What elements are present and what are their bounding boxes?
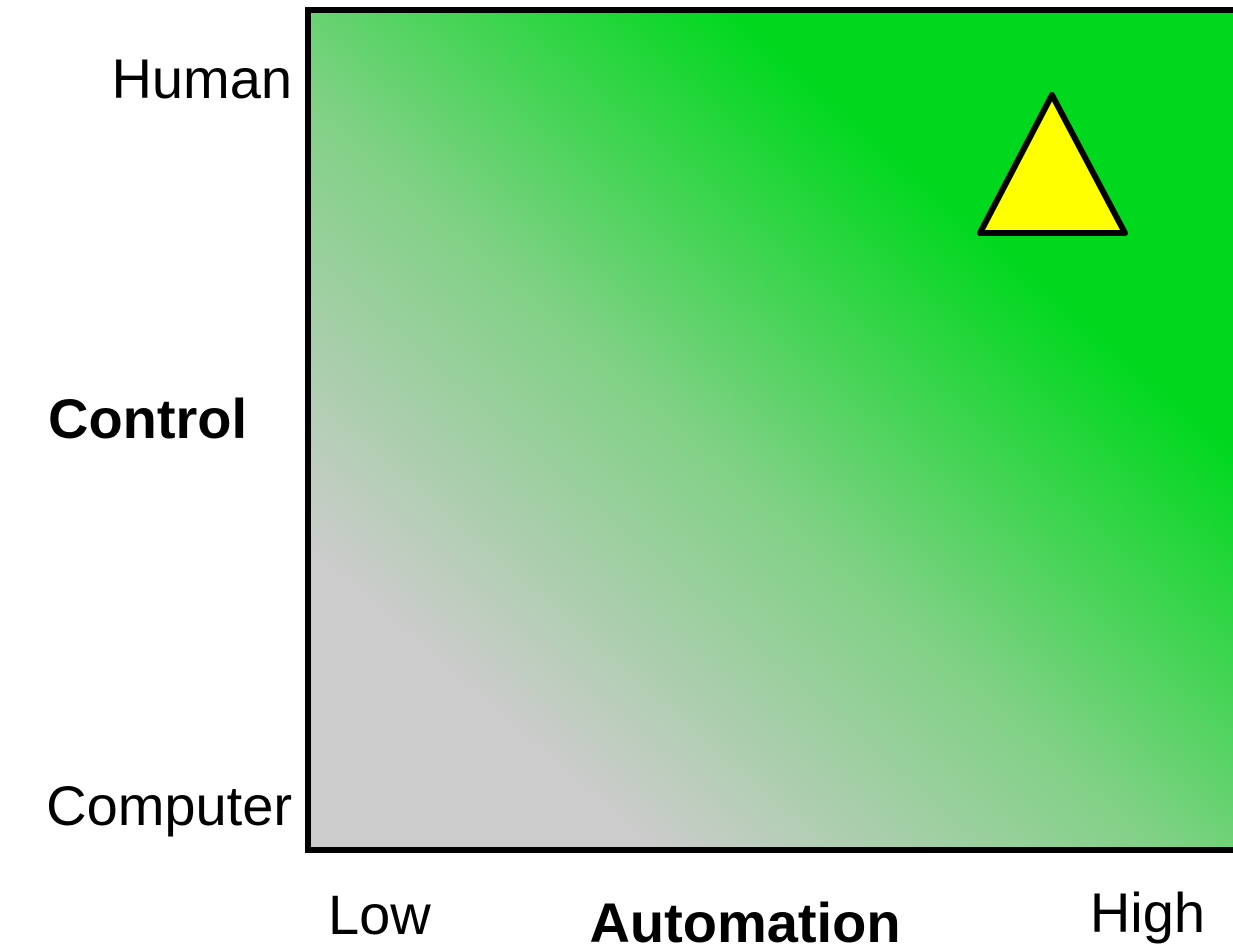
x-high-label: High bbox=[1090, 881, 1205, 944]
y-axis-title: Control bbox=[48, 387, 247, 450]
position-marker bbox=[977, 92, 1128, 236]
control-automation-field bbox=[305, 7, 1233, 853]
x-axis-title: Automation bbox=[589, 891, 900, 946]
y-top-label: Human bbox=[111, 47, 292, 110]
y-bottom-label: Computer bbox=[46, 774, 292, 837]
x-low-label: Low bbox=[328, 883, 431, 946]
